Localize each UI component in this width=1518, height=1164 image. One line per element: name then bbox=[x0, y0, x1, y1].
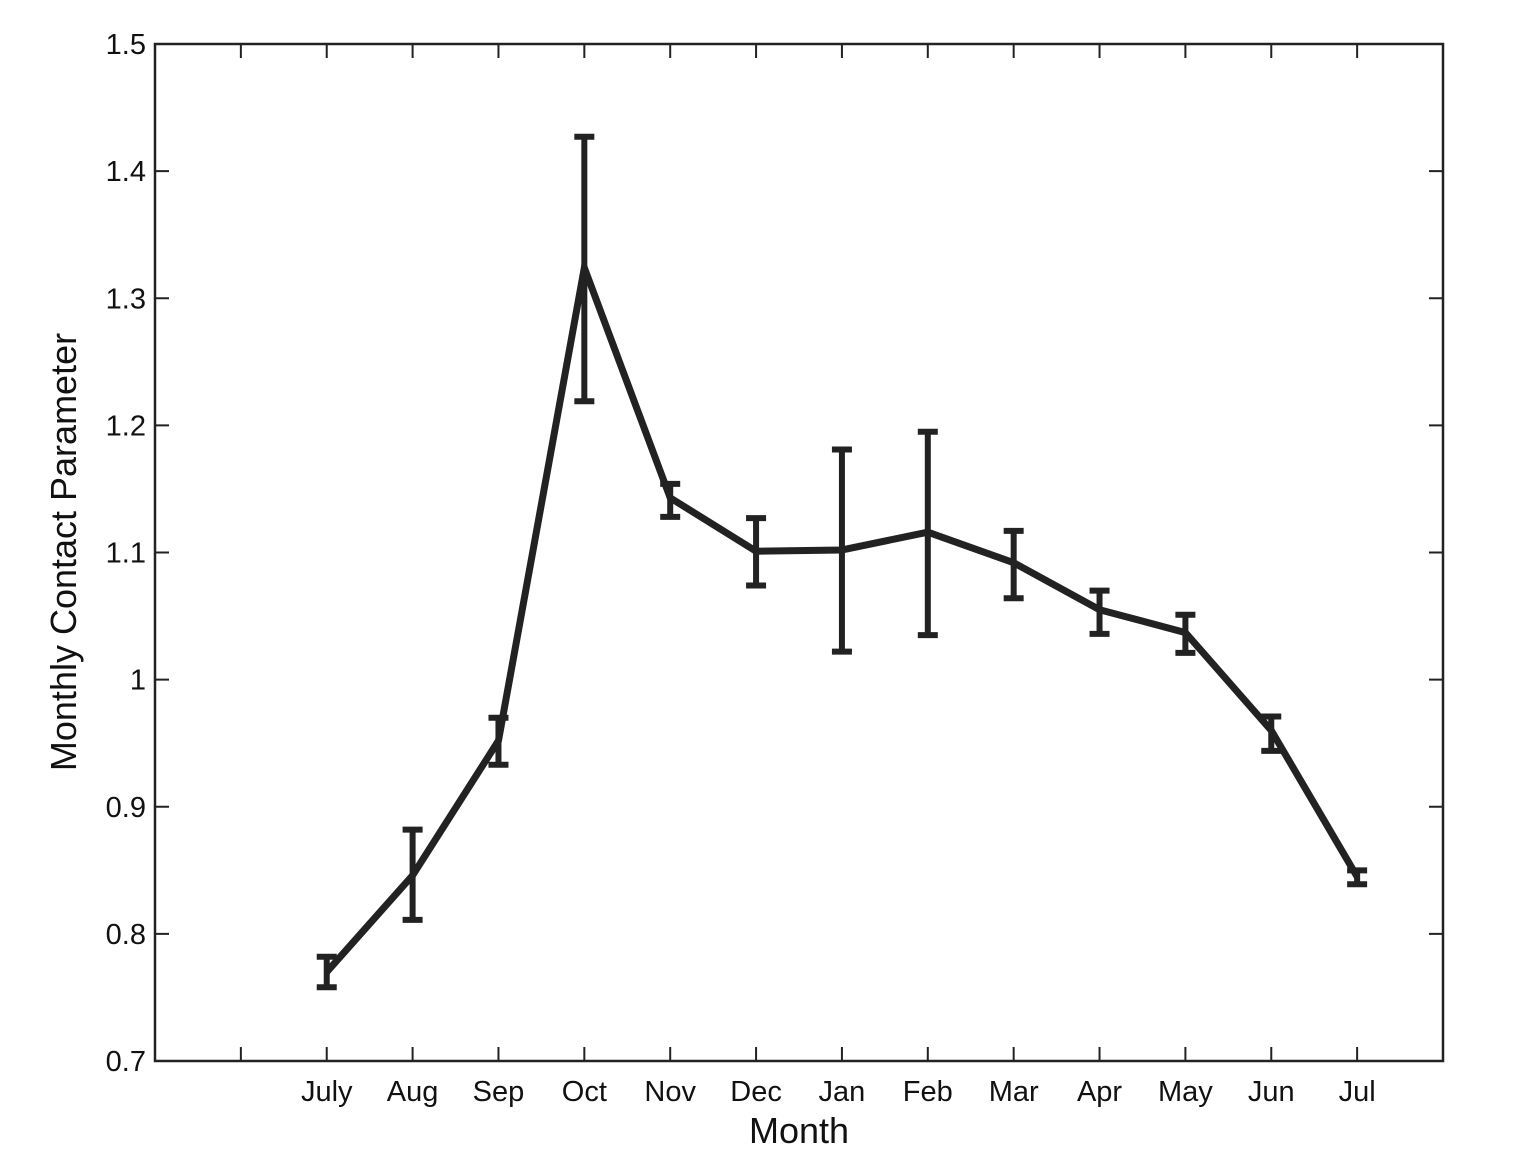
x-tick-label: Dec bbox=[730, 1076, 782, 1108]
x-axis-title: Month bbox=[749, 1110, 849, 1151]
y-tick-label: 1.2 bbox=[106, 410, 146, 442]
x-tick-label: Jun bbox=[1248, 1076, 1295, 1108]
y-tick-label: 1.4 bbox=[106, 156, 146, 188]
y-tick-label: 0.8 bbox=[106, 919, 146, 951]
y-tick-label: 0.7 bbox=[106, 1046, 146, 1078]
x-tick-label: May bbox=[1158, 1076, 1213, 1108]
y-tick-label: 1.1 bbox=[106, 538, 146, 570]
x-tick-label: July bbox=[301, 1076, 353, 1108]
y-tick-label: 1.3 bbox=[106, 283, 146, 315]
x-tick-label: Jul bbox=[1339, 1076, 1376, 1108]
y-tick-label: 1.5 bbox=[106, 29, 146, 61]
x-tick-label: Mar bbox=[989, 1076, 1039, 1108]
y-axis-title: Monthly Contact Parameter bbox=[43, 333, 84, 771]
x-tick-label: Apr bbox=[1077, 1076, 1122, 1108]
x-tick-label: Sep bbox=[473, 1076, 525, 1108]
y-tick-label: 0.9 bbox=[106, 792, 146, 824]
x-tick-label: Aug bbox=[387, 1076, 439, 1108]
series-line bbox=[324, 254, 1361, 975]
x-tick-label: Jan bbox=[819, 1076, 866, 1108]
x-tick-label: Feb bbox=[903, 1076, 953, 1108]
x-tick-label: Nov bbox=[644, 1076, 696, 1108]
x-tick-label: Oct bbox=[562, 1076, 607, 1108]
y-tick-label: 1 bbox=[130, 665, 146, 697]
